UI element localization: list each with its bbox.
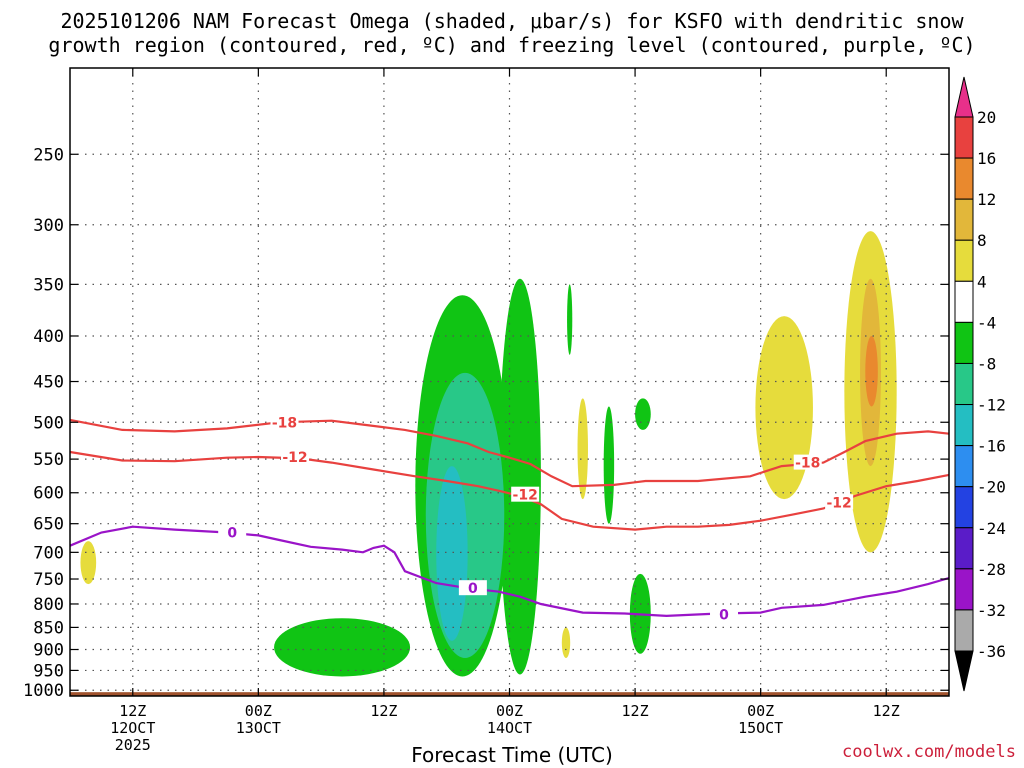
colorbar-label: -8 [977,354,996,373]
contour-label: -18 [272,415,297,431]
colorbar-label: 8 [977,231,987,250]
x-tick-label: 15OCT [738,719,783,737]
colorbar-segment [954,321,974,364]
contour-label-bg [280,448,309,464]
credit-link[interactable]: coolwx.com/models [842,742,1016,762]
colorbar-label: 4 [977,272,987,291]
y-tick-label: 750 [33,570,64,590]
omega-shaded-region [865,335,878,407]
colorbar-label: -4 [977,313,996,332]
contour-label-bg [511,486,540,502]
colorbar-segment [954,404,974,447]
y-tick-label: 700 [33,543,64,563]
x-tick-label: 13OCT [236,719,281,737]
colorbar-segment [954,527,974,570]
y-tick-label: 850 [33,618,64,638]
chart-title-line-2: growth region (contoured, red, ºC) and f… [48,33,976,57]
x-tick-label: 12Z [622,702,649,720]
colorbar-label: -36 [977,642,1006,661]
y-tick-label: 500 [33,413,64,433]
colorbar-segment [954,239,974,282]
y-tick-label: 1000 [23,681,64,701]
x-tick-label: 12OCT [110,719,155,737]
contour-label: -12 [282,450,307,466]
contour-label: 0 [468,581,478,597]
colorbar-label: -20 [977,478,1006,497]
x-tick-label: 12Z [873,702,900,720]
contour-label: -12 [513,488,538,504]
colorbar-segment [954,157,974,200]
x-tick-label: 00Z [747,702,774,720]
x-tick-label: 00Z [245,702,272,720]
colorbar-segment [954,568,974,611]
colorbar-label: -16 [977,437,1006,456]
colorbar-label: -28 [977,560,1006,579]
contour-label-bg [458,580,487,596]
x-tick-label: 00Z [496,702,523,720]
y-tick-label: 350 [33,275,64,295]
y-tick-label: 650 [33,515,64,535]
contour-label: -18 [795,456,820,472]
y-tick-label: 600 [33,484,64,504]
contour-label-bg [218,524,247,540]
colorbar-segment [954,445,974,488]
y-tick-label: 550 [33,450,64,470]
colorbar-segment [954,198,974,241]
colorbar-label: -32 [977,601,1006,620]
x-tick-label: 14OCT [487,719,532,737]
contour-line [69,525,950,618]
contour-line [69,450,950,531]
omega-shaded-region [80,541,97,585]
x-tick-label: 12Z [370,702,397,720]
y-tick-label: 900 [33,641,64,661]
x-tick-label: 12Z [119,702,146,720]
contour-label: 0 [227,526,237,542]
contour-label-bg [710,606,739,622]
omega-shaded-region [567,284,573,355]
x-axis-label: Forecast Time (UTC) [411,743,613,767]
omega-shaded-region [755,316,813,500]
contour-label-bg [270,414,299,430]
colorbar-label: -24 [977,519,1006,538]
x-tick-label: 2025 [115,736,151,754]
colorbar-bottom-arrow [954,650,974,692]
contour-label: -12 [826,495,851,511]
colorbar-segment [954,486,974,529]
colorbar-segment [954,116,974,159]
colorbar-segment [954,362,974,406]
omega-shaded-region [577,398,588,500]
omega-shaded-region [603,406,615,524]
chart-title-line-1: 2025101206 NAM Forecast Omega (shaded, μ… [60,9,964,33]
colorbar-label: -12 [977,396,1006,415]
y-tick-label: 250 [33,145,64,165]
colorbar-top-arrow [954,76,974,118]
y-tick-label: 950 [33,661,64,681]
y-tick-label: 800 [33,595,64,615]
contour-label-bg [825,494,854,510]
colorbar-label: 20 [977,108,996,127]
colorbar-segment [954,609,974,652]
y-tick-label: 400 [33,327,64,347]
omega-shaded-region [635,398,651,430]
contour-label: 0 [719,607,729,623]
colorbar-segment [954,280,974,323]
colorbar-label: 16 [977,149,996,168]
contour-label-bg [793,454,822,470]
omega-shaded-region [561,627,571,659]
y-tick-label: 450 [33,373,64,393]
omega-shaded-region [499,278,541,675]
colorbar-label: 12 [977,190,996,209]
omega-shaded-region [274,618,411,677]
y-tick-label: 300 [33,216,64,236]
omega-shaded-region [436,466,468,641]
